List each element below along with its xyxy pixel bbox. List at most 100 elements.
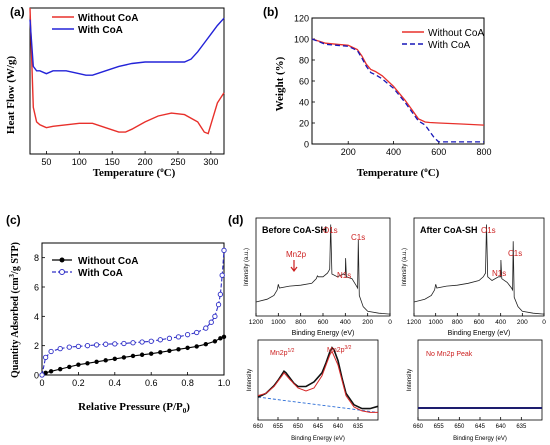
y-tick-label: 4 [34, 312, 39, 322]
data-point-c-with-coa [219, 272, 225, 278]
data-point-c-with-coa [166, 335, 173, 341]
x-tick-label: 800 [452, 319, 463, 326]
peak-label-mn2p-threehalf: Mn2p3/2 [327, 345, 352, 354]
peak-label-before-c1s: C1s [351, 233, 365, 242]
y-tick-label: 60 [299, 77, 309, 87]
panel-b-legend: Without CoA With CoA [402, 28, 484, 51]
panel-a-xlabel: Temperature (oC) [93, 166, 176, 179]
y-tick-label: 80 [299, 56, 309, 66]
data-point-c-without-coa [221, 334, 227, 340]
panel-label-d: (d) [228, 213, 243, 227]
peak-label-mn2p-half: Mn2p1/2 [270, 348, 295, 357]
data-point-c-with-coa [148, 338, 154, 344]
peak-label-before-o1s: O1s [323, 226, 338, 235]
panel-d-after-ylabel: Intensity (a.u.) [402, 248, 408, 286]
xps-survey-line-d-before [255, 224, 391, 315]
x-tick-label: 640 [333, 424, 344, 430]
peak-label-after-c1s: C1s [508, 249, 522, 258]
series-line-a-without-coa [29, 7, 225, 135]
y-tick-label: 0 [34, 371, 39, 381]
x-tick-label: 0 [542, 319, 546, 326]
data-point-c-without-coa [58, 366, 63, 372]
data-point-c-without-coa [130, 353, 136, 359]
panel-a-plot: 50 100 150 200 250 300 Without CoA With CoA [29, 7, 225, 167]
legend-label-b-without: Without CoA [428, 28, 484, 39]
y-tick-label: 100 [294, 35, 309, 45]
panel-b-xlabel: Temperature (oC) [357, 166, 440, 179]
x-tick-label: 800 [476, 147, 491, 157]
data-point-c-with-coa [121, 340, 127, 347]
data-point-c-without-coa [185, 345, 190, 351]
x-tick-label: 645 [475, 424, 486, 430]
x-tick-label: 0.2 [72, 378, 85, 388]
data-point-c-with-coa [221, 247, 227, 253]
data-point-c-without-coa [158, 350, 163, 355]
panel-c-ylabel: Quantity Adsorbed (cm3/g STP) [8, 242, 21, 378]
panel-d-before-plot: Before CoA-SH Intensity (a.u.) Binding E… [244, 217, 392, 337]
data-point-c-with-coa [184, 332, 191, 338]
data-point-c-with-coa [84, 343, 91, 349]
mn2p-arrow-icon [290, 260, 298, 272]
x-tick-label: 300 [203, 157, 218, 167]
panel-c-frame [41, 242, 225, 376]
x-tick-label: 600 [431, 147, 446, 157]
data-point-c-with-coa [42, 354, 49, 361]
legend-label-a-with: With CoA [78, 25, 123, 36]
panel-b-plot: 200 400 600 800 0 20 40 60 80 100 120 Without CoA … [294, 14, 492, 158]
x-tick-label: 600 [474, 319, 485, 326]
x-tick-label: 1000 [271, 319, 286, 326]
panel-c-plot: 0 0.2 0.4 0.6 0.8 1.0 0 2 4 6 8 Without CoA With C… [34, 242, 230, 388]
x-tick-label: 200 [138, 157, 153, 167]
x-tick-label: 400 [386, 147, 401, 157]
panel-d-after-title: After CoA-SH [420, 225, 478, 235]
panel-d-mn-after-ylabel: Intensity [407, 369, 413, 391]
x-tick-label: 100 [72, 157, 87, 167]
panel-d-mn-before-plot: Intensity Binding Energy (eV) 660 655 650 6… [247, 339, 379, 442]
data-point-c-with-coa [57, 345, 63, 352]
data-point-c-with-coa [208, 319, 214, 325]
x-tick-label: 650 [293, 424, 304, 430]
data-point-c-with-coa [130, 340, 136, 346]
xps-survey-line-d-after [413, 224, 545, 315]
legend-label-b-with: With CoA [428, 40, 471, 51]
mn2p-fit-line [257, 350, 378, 413]
peak-label-after-o1s: O1s [481, 226, 496, 235]
panel-c-legend: Without CoA With CoA [52, 256, 138, 279]
x-tick-label: 400 [495, 319, 506, 326]
x-tick-label: 0 [39, 378, 44, 388]
data-point-c-without-coa [194, 344, 199, 349]
data-point-c-with-coa [39, 372, 45, 378]
data-point-c-without-coa [103, 358, 108, 363]
data-point-c-with-coa [66, 344, 72, 350]
x-tick-label: 650 [454, 424, 465, 430]
data-point-c-without-coa [212, 339, 218, 344]
legend-marker-c-with [59, 269, 65, 275]
data-point-c-with-coa [103, 341, 109, 347]
y-tick-label: 120 [294, 14, 309, 24]
data-point-c-without-coa [218, 336, 223, 341]
data-point-c-without-coa [94, 359, 99, 364]
data-point-c-without-coa [67, 364, 72, 370]
panel-c-xlabel: Relative Pressure (P/P0) [78, 401, 190, 415]
panel-label-c: (c) [6, 213, 21, 227]
y-tick-label: 0 [304, 140, 309, 150]
mn2p-data-line [257, 346, 379, 410]
series-line-a-with-coa [29, 17, 225, 76]
mn2p-baseline-line [257, 396, 379, 413]
panel-a-frame [29, 7, 225, 155]
panel-d-after-plot: After CoA-SH Intensity (a.u.) Binding En… [402, 217, 546, 337]
x-tick-label: 655 [273, 424, 284, 430]
x-tick-label: 635 [353, 424, 364, 430]
data-point-c-with-coa [75, 343, 82, 350]
x-tick-label: 645 [313, 424, 324, 430]
data-point-c-without-coa [121, 355, 127, 360]
data-point-c-with-coa [194, 329, 200, 336]
panel-b-ylabel: Weight (%) [274, 56, 286, 111]
panel-d-mn-before-ylabel: Intensity [247, 369, 253, 391]
legend-label-c-with: With CoA [78, 268, 123, 279]
x-tick-label: 800 [295, 319, 306, 326]
panel-d-mn-after-plot: Intensity Binding Energy (eV) No Mn2p Pe… [407, 339, 543, 442]
data-point-c-without-coa [176, 347, 181, 352]
no-mn2p-peak-label: No Mn2p Peak [426, 351, 473, 358]
